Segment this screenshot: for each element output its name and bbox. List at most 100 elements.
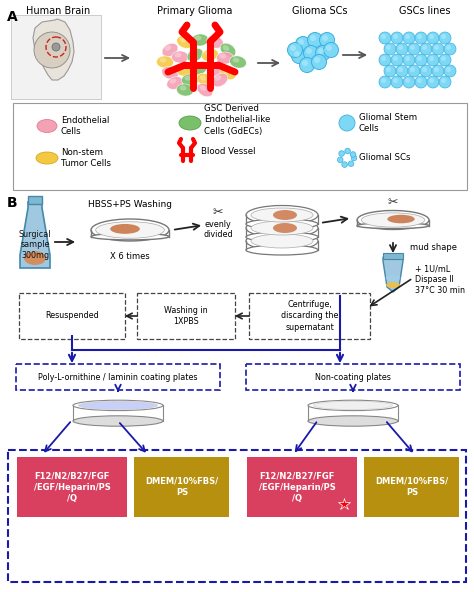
Circle shape <box>393 34 398 39</box>
FancyBboxPatch shape <box>11 15 101 99</box>
Ellipse shape <box>220 66 236 80</box>
Ellipse shape <box>36 152 58 164</box>
Circle shape <box>300 57 315 72</box>
Circle shape <box>311 54 327 69</box>
Ellipse shape <box>170 78 176 83</box>
Ellipse shape <box>308 416 398 426</box>
Ellipse shape <box>165 45 171 51</box>
Ellipse shape <box>162 43 178 57</box>
Circle shape <box>429 34 434 39</box>
Circle shape <box>292 49 307 63</box>
Text: ✂: ✂ <box>213 205 223 218</box>
Ellipse shape <box>217 52 234 64</box>
Text: Centrifuge,
discarding the
supernatant: Centrifuge, discarding the supernatant <box>281 300 339 332</box>
Circle shape <box>393 78 398 83</box>
Circle shape <box>429 56 434 61</box>
Circle shape <box>441 78 446 83</box>
Polygon shape <box>33 19 74 80</box>
FancyBboxPatch shape <box>246 364 460 390</box>
Text: DMEM/10%FBS/
PS: DMEM/10%FBS/ PS <box>146 477 219 497</box>
FancyBboxPatch shape <box>17 457 127 517</box>
Text: Human Brain: Human Brain <box>26 6 90 16</box>
Circle shape <box>288 43 302 57</box>
Text: DMEM/10%FBS/
PS: DMEM/10%FBS/ PS <box>375 477 448 497</box>
Ellipse shape <box>223 68 229 74</box>
Circle shape <box>434 67 439 72</box>
Circle shape <box>34 32 70 68</box>
Ellipse shape <box>179 116 201 130</box>
Ellipse shape <box>176 64 193 76</box>
Circle shape <box>398 45 403 50</box>
FancyBboxPatch shape <box>249 293 370 339</box>
Ellipse shape <box>212 73 228 87</box>
Ellipse shape <box>177 36 193 49</box>
Polygon shape <box>20 202 50 268</box>
Circle shape <box>322 35 328 41</box>
Ellipse shape <box>91 219 169 241</box>
Circle shape <box>417 34 422 39</box>
Circle shape <box>408 65 420 77</box>
Circle shape <box>350 152 356 157</box>
Circle shape <box>415 54 427 66</box>
Circle shape <box>410 45 415 50</box>
Text: F12/N2/B27/FGF
/EGF/Heparin/PS
/Q: F12/N2/B27/FGF /EGF/Heparin/PS /Q <box>34 471 110 503</box>
Circle shape <box>348 161 354 166</box>
Text: mud shape: mud shape <box>410 243 457 253</box>
Text: F12/N2/B27/FGF
/EGF/Heparin/PS
/Q: F12/N2/B27/FGF /EGF/Heparin/PS /Q <box>259 471 336 503</box>
Text: Blood Vessel: Blood Vessel <box>201 146 255 156</box>
Ellipse shape <box>37 120 57 133</box>
Circle shape <box>405 78 410 83</box>
Text: ✂: ✂ <box>388 195 398 208</box>
Text: Non-stem
Tumor Cells: Non-stem Tumor Cells <box>61 148 111 168</box>
Ellipse shape <box>207 64 223 76</box>
Text: Endothelial
Cells: Endothelial Cells <box>61 116 109 136</box>
Text: GSCs lines: GSCs lines <box>399 6 451 16</box>
Text: HBSS+PS Washing: HBSS+PS Washing <box>88 200 172 209</box>
Text: Primary Glioma: Primary Glioma <box>157 6 233 16</box>
Circle shape <box>446 45 451 50</box>
Circle shape <box>386 45 391 50</box>
Circle shape <box>381 56 386 61</box>
Circle shape <box>410 67 415 72</box>
Ellipse shape <box>246 205 318 224</box>
Circle shape <box>444 43 456 55</box>
Circle shape <box>432 43 444 55</box>
Ellipse shape <box>361 213 425 227</box>
Circle shape <box>444 65 456 77</box>
Circle shape <box>441 56 446 61</box>
FancyBboxPatch shape <box>13 103 467 190</box>
Ellipse shape <box>357 211 429 230</box>
Circle shape <box>345 148 350 154</box>
Circle shape <box>386 67 391 72</box>
Text: evenly
divided: evenly divided <box>203 220 233 239</box>
FancyBboxPatch shape <box>16 364 220 390</box>
Circle shape <box>427 54 439 66</box>
Polygon shape <box>383 257 403 292</box>
Ellipse shape <box>197 83 213 96</box>
Circle shape <box>415 76 427 88</box>
Circle shape <box>339 151 345 156</box>
Circle shape <box>351 155 357 161</box>
Circle shape <box>439 54 451 66</box>
Ellipse shape <box>220 43 236 57</box>
Text: Poly-L-ornithine / laminin coating plates: Poly-L-ornithine / laminin coating plate… <box>38 372 198 381</box>
Circle shape <box>422 67 427 72</box>
Circle shape <box>398 67 403 72</box>
Ellipse shape <box>176 84 193 96</box>
Text: + 1U/mL
Dispase II
37°C 30 min: + 1U/mL Dispase II 37°C 30 min <box>415 265 465 295</box>
Ellipse shape <box>78 401 157 410</box>
Ellipse shape <box>210 66 217 70</box>
Circle shape <box>339 115 355 131</box>
Circle shape <box>432 65 444 77</box>
Ellipse shape <box>246 218 318 237</box>
Circle shape <box>295 37 310 52</box>
Ellipse shape <box>167 76 183 89</box>
Circle shape <box>316 46 330 60</box>
Circle shape <box>396 65 408 77</box>
Circle shape <box>381 34 386 39</box>
Ellipse shape <box>156 56 173 68</box>
Circle shape <box>405 34 410 39</box>
Circle shape <box>422 45 427 50</box>
Ellipse shape <box>73 416 163 426</box>
Ellipse shape <box>210 37 217 43</box>
